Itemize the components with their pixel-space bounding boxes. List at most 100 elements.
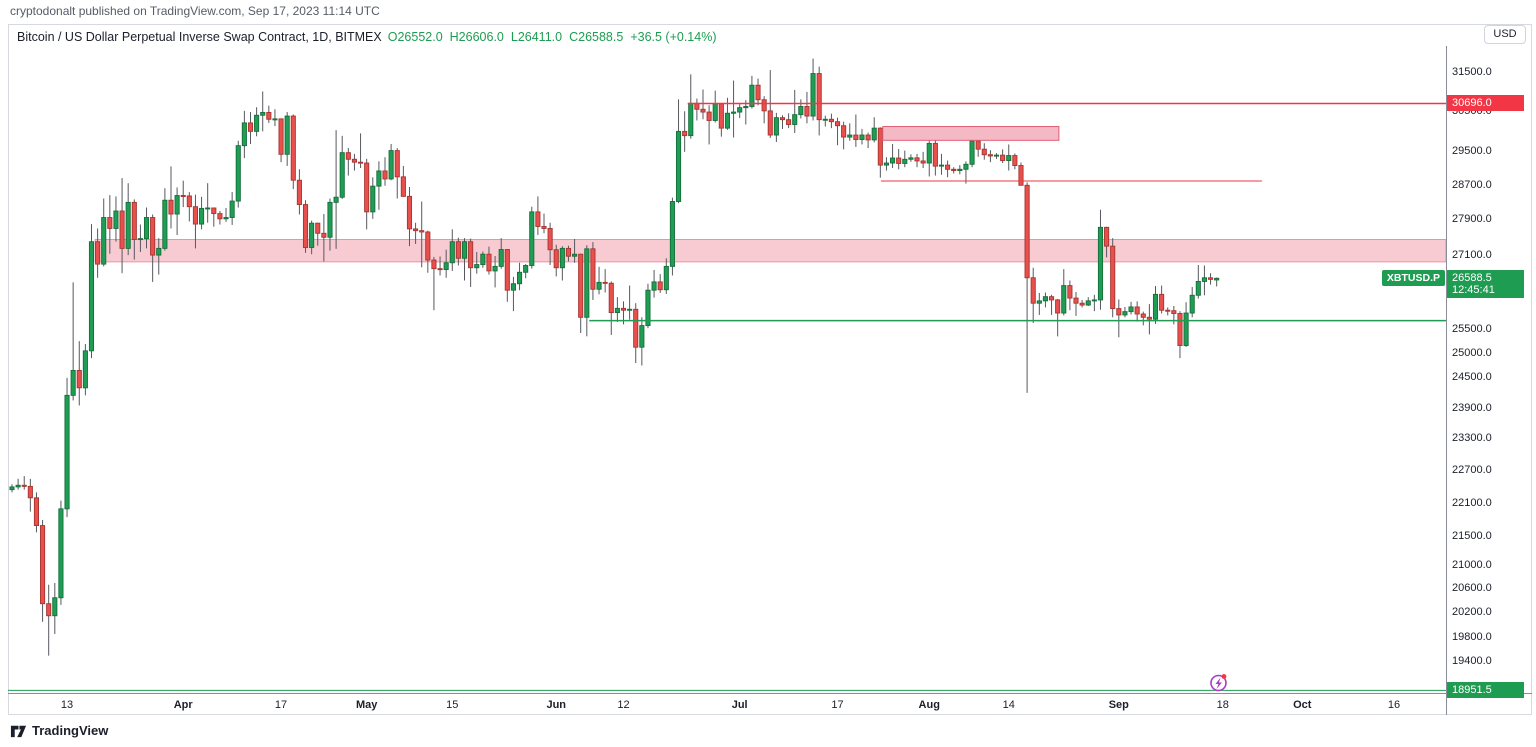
- candle-body: [52, 597, 58, 617]
- candle-body: [174, 195, 180, 215]
- candle-body: [82, 350, 88, 389]
- candle-body: [492, 265, 498, 272]
- candle-body: [76, 369, 82, 389]
- candle-body: [1067, 285, 1073, 299]
- price-tick-label: 24500.0: [1452, 371, 1492, 384]
- candle-body: [186, 195, 192, 208]
- price-tick-label: 23900.0: [1452, 401, 1492, 414]
- candle-body: [1097, 226, 1104, 301]
- candle-body: [1110, 245, 1116, 310]
- low-value: L26411.0: [510, 30, 563, 44]
- price-chart[interactable]: [8, 24, 1446, 693]
- candle-body: [572, 253, 578, 257]
- open-value: O26552.0: [387, 30, 443, 44]
- time-tick-label: 14: [1002, 699, 1015, 711]
- time-tick-label: Aug: [918, 699, 940, 711]
- candle-body: [1189, 294, 1195, 314]
- resistance-price-badge: 30696.0: [1447, 95, 1524, 112]
- candle-body: [529, 211, 535, 266]
- candle-body: [700, 108, 706, 113]
- candle-body: [1134, 306, 1140, 315]
- price-tick-label: 22100.0: [1452, 496, 1492, 509]
- candle-body: [902, 158, 908, 164]
- candle-body: [1000, 154, 1006, 161]
- candle-body: [1055, 299, 1061, 314]
- candle-body: [627, 308, 633, 311]
- time-tick-label: Jul: [731, 699, 748, 711]
- candle-body: [688, 102, 694, 137]
- candle-body: [461, 241, 468, 259]
- candle-body: [180, 195, 186, 197]
- candle-body: [896, 157, 902, 164]
- candle-body: [749, 84, 755, 107]
- price-tick-label: 20200.0: [1452, 606, 1492, 619]
- flash-marker[interactable]: [1210, 674, 1227, 692]
- candle-body: [565, 247, 572, 257]
- currency-usd-button[interactable]: USD: [1484, 25, 1526, 44]
- candle-body: [64, 394, 70, 510]
- candle-body: [669, 201, 675, 267]
- candle-body: [1146, 316, 1152, 320]
- candle-body: [1152, 293, 1159, 320]
- candle-body: [639, 325, 645, 348]
- candle-body: [547, 228, 553, 251]
- candle-body: [883, 162, 889, 166]
- candle-body: [413, 228, 419, 232]
- candle-body: [932, 142, 938, 167]
- candle-body: [645, 289, 651, 327]
- candle-body: [272, 118, 278, 121]
- candle-body: [1085, 300, 1091, 306]
- candle-body: [1073, 297, 1079, 304]
- price-tick-label: 21500.0: [1452, 530, 1492, 543]
- candle-body: [119, 210, 125, 249]
- time-tick-label: May: [355, 699, 378, 711]
- price-tick-label: 29500.0: [1452, 145, 1492, 158]
- time-tick-label: Sep: [1108, 699, 1129, 711]
- tradingview-logo-icon: [10, 725, 27, 738]
- close-value: C26588.5: [569, 30, 624, 44]
- time-tick-label: 12: [617, 699, 630, 711]
- candle-body: [419, 230, 425, 233]
- candle-body: [841, 125, 847, 138]
- candle-body: [743, 106, 749, 109]
- change-value: +36.5 (+0.14%): [630, 30, 717, 44]
- candle-body: [315, 222, 321, 234]
- tradingview-attribution[interactable]: TradingView: [10, 722, 108, 739]
- candle-body: [1024, 184, 1030, 279]
- candle-body: [162, 199, 168, 249]
- candle-body: [1036, 300, 1042, 304]
- symbol-title: Bitcoin / US Dollar Perpetual Inverse Sw…: [17, 30, 382, 44]
- time-tick-label: Jun: [546, 699, 567, 711]
- price-tick-label: 22700.0: [1452, 464, 1492, 477]
- candle-body: [468, 241, 474, 269]
- candle-body: [1006, 155, 1012, 161]
- candle-body: [480, 253, 486, 266]
- candle-body: [1128, 306, 1134, 313]
- candle-body: [712, 103, 718, 121]
- candle-body: [1214, 277, 1220, 281]
- price-tick-label: 28700.0: [1452, 178, 1492, 191]
- candle-body: [95, 241, 101, 265]
- candle-body: [737, 107, 743, 113]
- candle-body: [706, 111, 712, 121]
- supply-box-30000[interactable]: [882, 126, 1060, 141]
- candle-body: [474, 264, 480, 269]
- candle-body: [834, 121, 841, 127]
- symbol-legend[interactable]: Bitcoin / US Dollar Perpetual Inverse Sw…: [17, 30, 723, 44]
- supply-zone-27100[interactable]: [94, 238, 1446, 263]
- candle-body: [211, 207, 217, 215]
- candle-body: [333, 196, 339, 203]
- time-tick-label: 16: [1387, 699, 1401, 711]
- candle-body: [235, 145, 241, 202]
- candle-body: [1030, 277, 1036, 304]
- candle-body: [101, 217, 107, 265]
- time-tick-label: 13: [60, 699, 74, 711]
- candle-body: [351, 158, 357, 163]
- candle-body: [1183, 312, 1189, 346]
- candle-body: [523, 265, 529, 273]
- candle-body: [455, 241, 461, 259]
- candle-body: [993, 154, 1000, 157]
- candle-body: [425, 231, 431, 261]
- candle-body: [229, 200, 235, 218]
- candle-body: [877, 127, 883, 166]
